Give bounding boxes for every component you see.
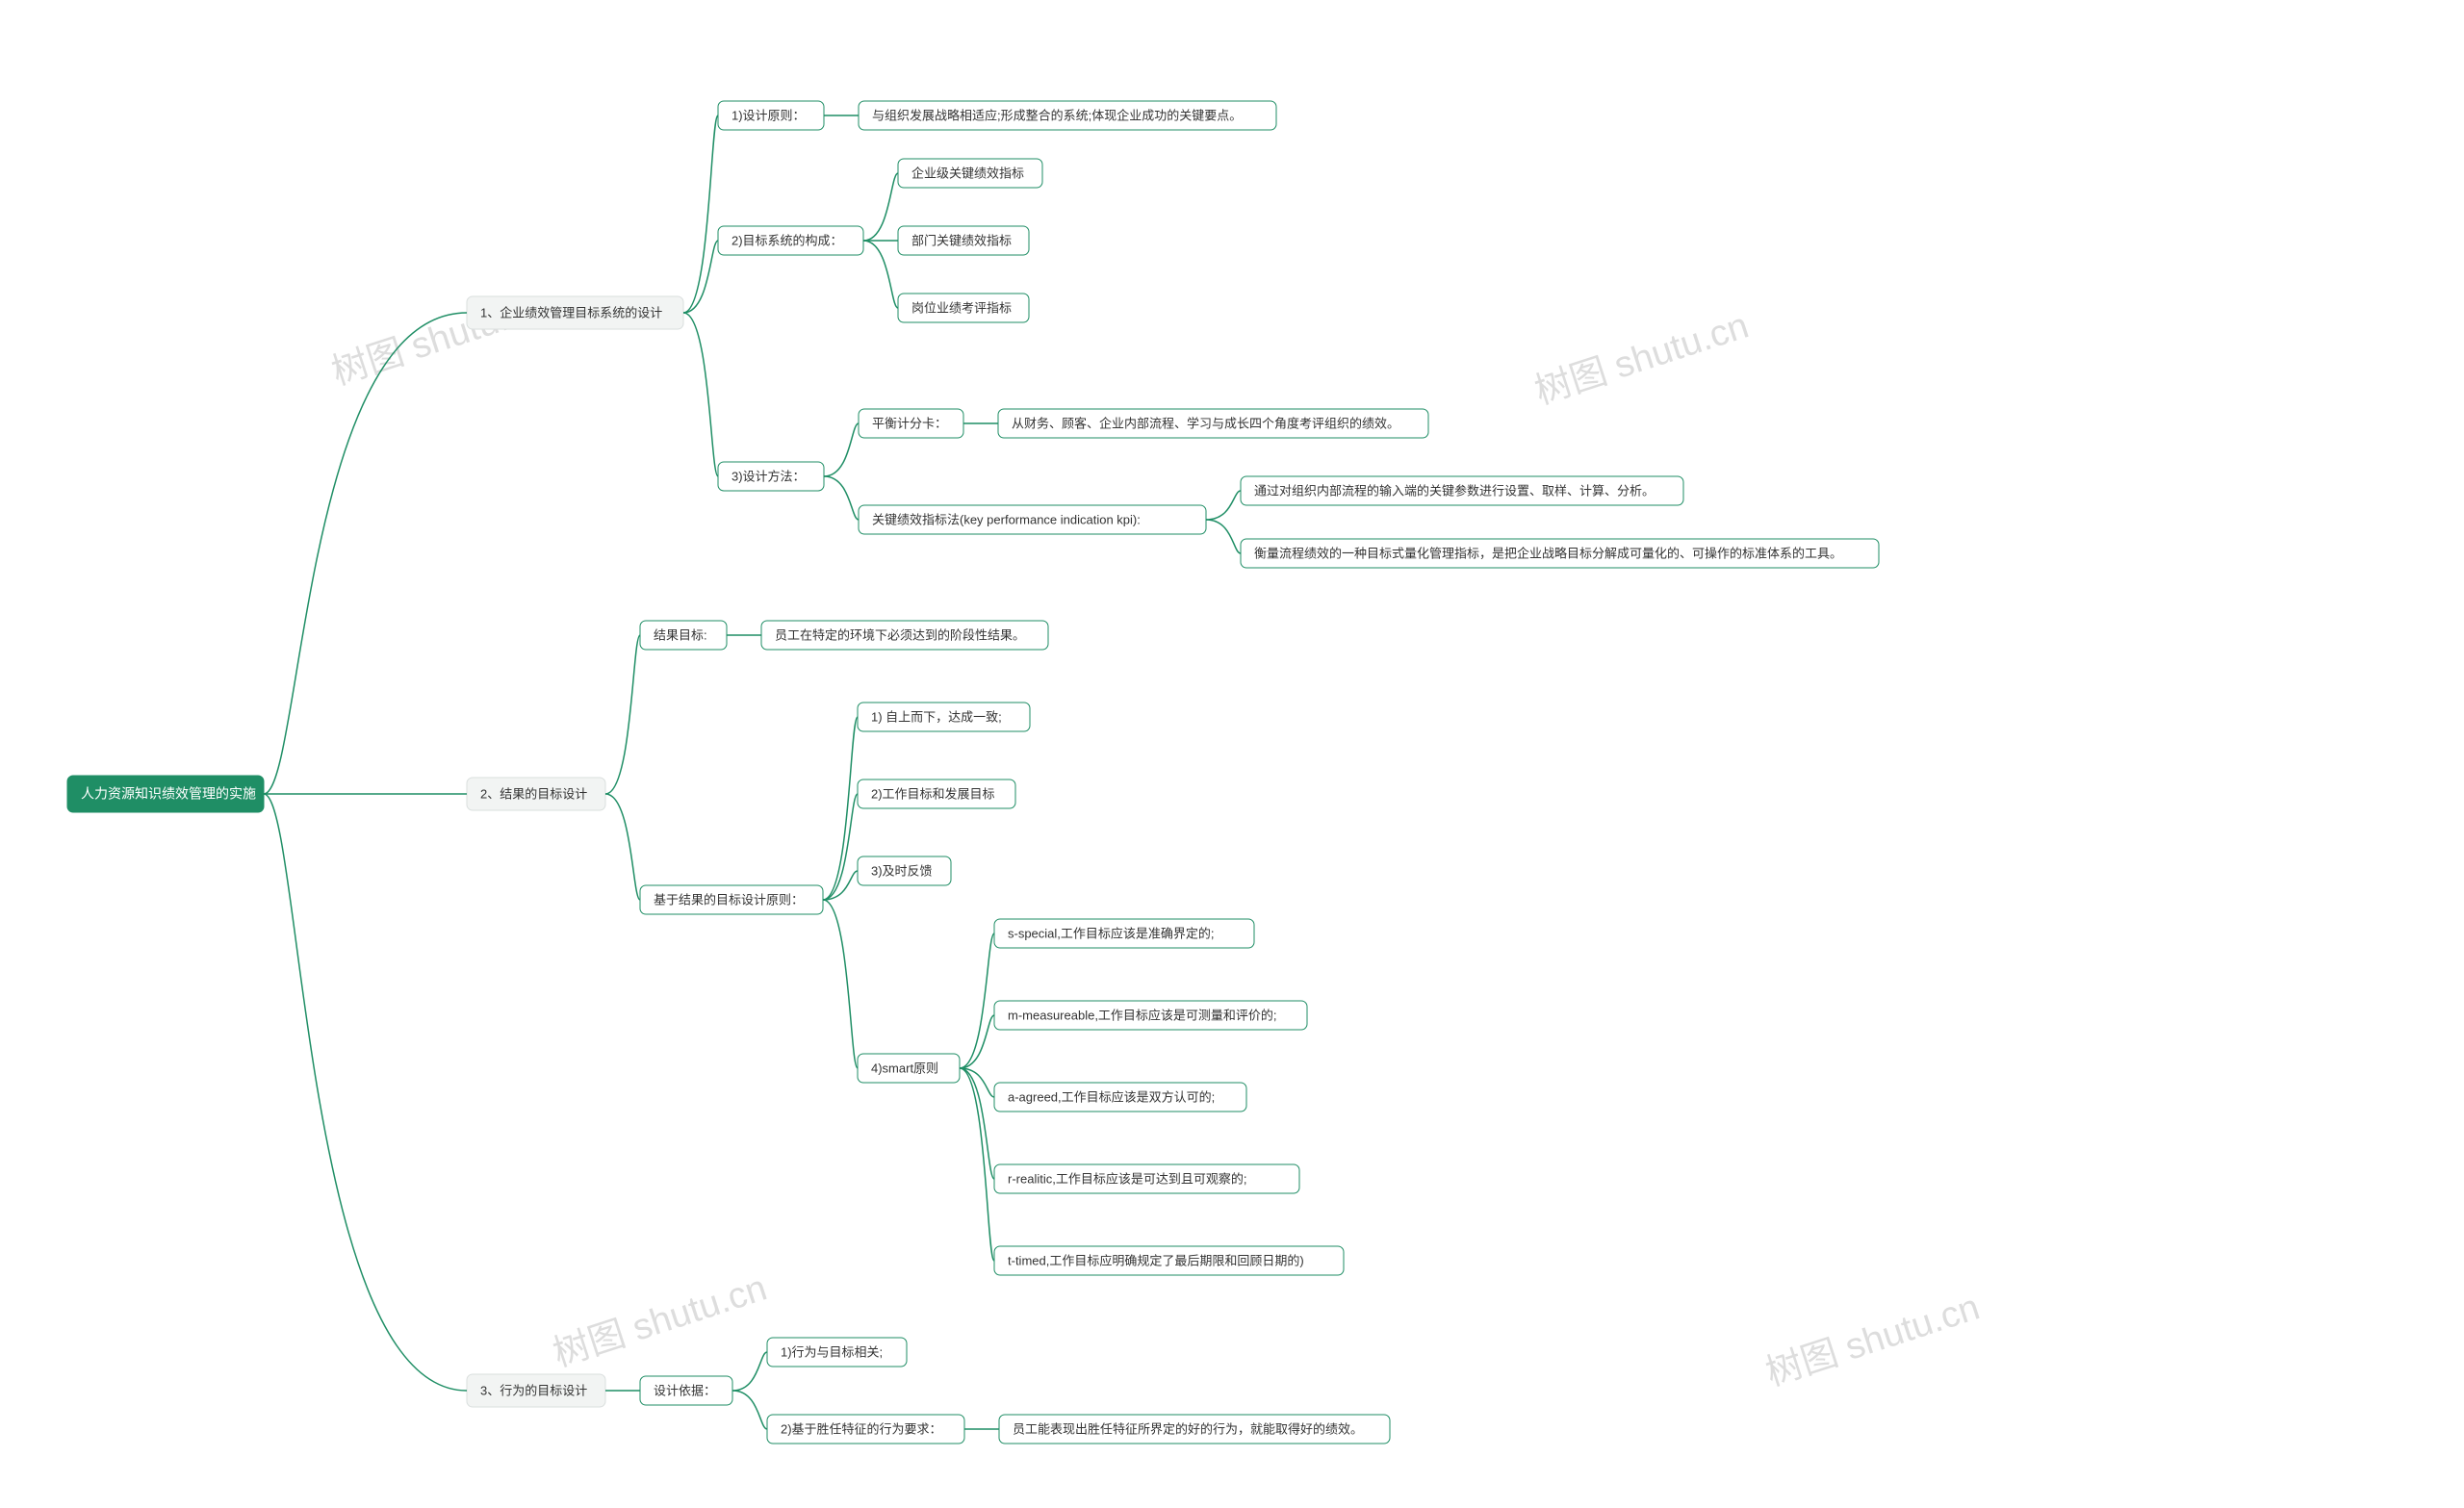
connector	[823, 900, 858, 1068]
b1-c2-d2-label: 部门关键绩效指标	[911, 233, 1012, 247]
b2-c2-d4-e2-label: m-measureable,工作目标应该是可测量和评价的;	[1008, 1008, 1277, 1022]
branch-2-label: 2、结果的目标设计	[480, 786, 587, 801]
b2-c2-d4-e3-label: a-agreed,工作目标应该是双方认可的;	[1008, 1089, 1215, 1104]
connector	[264, 313, 467, 794]
connector	[1206, 491, 1241, 520]
connector	[863, 173, 898, 241]
b3-c1-d2-e1-label: 员工能表现出胜任特征所界定的好的行为，就能取得好的绩效。	[1013, 1421, 1363, 1436]
b1-c3-d1-label: 平衡计分卡：	[872, 416, 947, 430]
b2-c2-d2-label: 2)工作目标和发展目标	[871, 786, 995, 801]
watermark: 树图 shutu.cn	[1530, 305, 1754, 412]
connector	[823, 794, 858, 900]
connector	[683, 115, 718, 313]
b2-c2-d4-e1-label: s-special,工作目标应该是准确界定的;	[1008, 926, 1215, 940]
b1-c3-d1-e1-label: 从财务、顾客、企业内部流程、学习与成长四个角度考评组织的绩效。	[1012, 416, 1399, 430]
b2-c2-d4-label: 4)smart原则	[871, 1061, 938, 1075]
b3-c1-d1-label: 1)行为与目标相关;	[781, 1344, 883, 1359]
branch-3-label: 3、行为的目标设计	[480, 1383, 587, 1397]
connector	[960, 1068, 994, 1179]
connector	[824, 423, 859, 476]
b3-c1-label: 设计依据：	[654, 1383, 716, 1397]
root-node-label: 人力资源知识绩效管理的实施	[81, 786, 256, 802]
watermark: 树图 shutu.cn	[1761, 1287, 1985, 1393]
connector	[960, 933, 994, 1068]
b1-c2-d1-label: 企业级关键绩效指标	[911, 166, 1024, 180]
branch-1-label: 1、企业绩效管理目标系统的设计	[480, 305, 662, 319]
connector	[732, 1391, 767, 1429]
b2-c2-label: 基于结果的目标设计原则：	[654, 892, 804, 907]
b2-c2-d4-e5-label: t-timed,工作目标应明确规定了最后期限和回顾日期的)	[1008, 1253, 1304, 1267]
connector	[824, 476, 859, 520]
b1-c1-label: 1)设计原则：	[732, 108, 806, 122]
b2-c1-d1-label: 员工在特定的环境下必须达到的阶段性结果。	[775, 627, 1025, 642]
b2-c2-d1-label: 1) 自上而下，达成一致;	[871, 709, 1002, 724]
connector	[863, 241, 898, 308]
b1-c2-d3-label: 岗位业绩考评指标	[911, 300, 1012, 315]
b3-c1-d2-label: 2)基于胜任特征的行为要求：	[781, 1421, 942, 1436]
connector	[960, 1068, 994, 1097]
b1-c3-d2-e1-label: 通过对组织内部流程的输入端的关键参数进行设置、取样、计算、分析。	[1254, 483, 1655, 498]
mindmap-canvas: 树图 shutu.cn树图 shutu.cn树图 shutu.cn树图 shut…	[0, 0, 2464, 1508]
b1-c2-label: 2)目标系统的构成：	[732, 233, 843, 247]
connector	[960, 1068, 994, 1261]
connector	[1206, 520, 1241, 553]
connector	[605, 635, 640, 794]
b2-c2-d3-label: 3)及时反馈	[871, 863, 933, 878]
connector	[264, 794, 467, 1391]
b1-c3-d2-e2-label: 衡量流程绩效的一种目标式量化管理指标，是把企业战略目标分解成可量化的、可操作的标…	[1254, 546, 1842, 560]
b2-c2-d4-e4-label: r-realitic,工作目标应该是可达到且可观察的;	[1008, 1171, 1246, 1186]
connector	[605, 794, 640, 900]
connector	[732, 1352, 767, 1391]
connector	[683, 313, 718, 476]
b2-c1-label: 结果目标:	[654, 627, 707, 642]
b1-c3-d2-label: 关键绩效指标法(key performance indication kpi):	[872, 512, 1141, 526]
watermark: 树图 shutu.cn	[549, 1267, 772, 1374]
b1-c3-label: 3)设计方法：	[732, 469, 806, 483]
b1-c1-d1-label: 与组织发展战略相适应;形成整合的系统;体现企业成功的关键要点。	[872, 108, 1242, 122]
connector	[823, 871, 858, 900]
